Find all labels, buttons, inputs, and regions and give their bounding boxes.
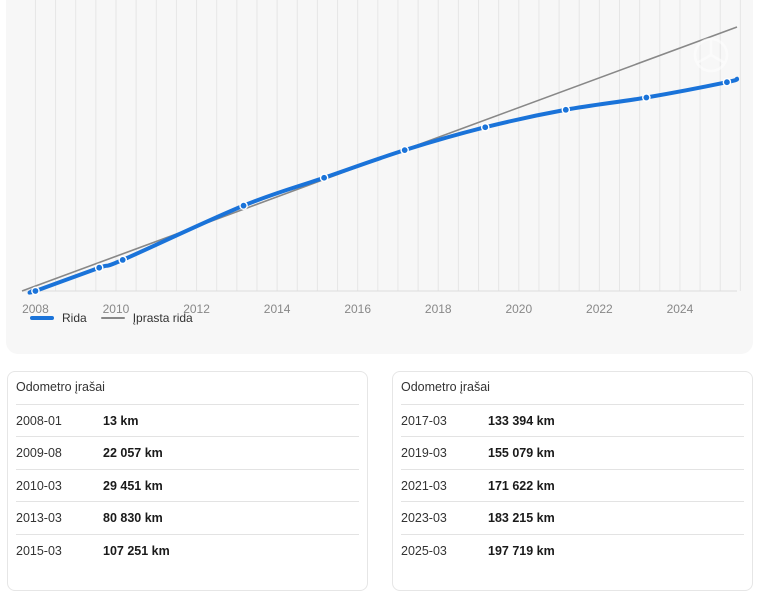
x-tick-label: 2012 — [183, 302, 210, 316]
legend-item-mileage[interactable]: Rida — [30, 311, 87, 325]
x-tick-label: 2022 — [586, 302, 613, 316]
x-tick-label: 2020 — [505, 302, 532, 316]
data-point — [319, 173, 329, 183]
chart-legend: Rida Įprasta rida — [30, 310, 207, 326]
odometer-records-table-left: Odometro įrašai 2008-01 13 km 2009-08 22… — [7, 371, 368, 591]
legend-label-typical: Įprasta rida — [132, 311, 193, 325]
data-point — [118, 255, 128, 265]
legend-swatch-mileage — [30, 316, 54, 320]
record-date: 2009-08 — [16, 446, 62, 460]
record-mileage: 155 079 km — [488, 446, 555, 460]
data-point — [31, 286, 40, 296]
data-point — [94, 263, 104, 273]
mileage-chart: 2008 2010 2012 2014 2016 2018 2020 2022 2024 — [21, 0, 741, 316]
record-date: 2023-03 — [401, 511, 447, 525]
x-tick-label: 2018 — [425, 302, 452, 316]
data-point — [239, 201, 248, 210]
table-row: 2023-03 183 215 km — [401, 501, 744, 534]
record-mileage: 29 451 km — [103, 479, 163, 493]
table-title: Odometro įrašai — [401, 380, 490, 394]
legend-label-mileage: Rida — [62, 311, 87, 325]
record-mileage: 80 830 km — [103, 511, 163, 525]
data-point — [400, 145, 409, 155]
data-point — [561, 105, 571, 115]
record-date: 2008-01 — [16, 414, 62, 428]
legend-swatch-typical — [100, 317, 125, 319]
table-row: 2008-01 13 km — [16, 404, 359, 437]
record-mileage: 197 719 km — [488, 544, 555, 558]
table-row: 2013-03 80 830 km — [16, 501, 359, 534]
x-tick-label: 2024 — [667, 302, 694, 316]
table-row: 2019-03 155 079 km — [401, 436, 744, 469]
record-date: 2025-03 — [401, 544, 447, 558]
record-mileage: 13 km — [103, 414, 139, 428]
x-tick-label: 2016 — [344, 302, 371, 316]
table-row: 2017-03 133 394 km — [401, 404, 744, 437]
data-point — [642, 93, 651, 102]
table-title: Odometro įrašai — [16, 380, 105, 394]
table-row: 2009-08 22 057 km — [16, 436, 359, 469]
record-date: 2010-03 — [16, 479, 62, 493]
table-row: 2010-03 29 451 km — [16, 469, 359, 502]
record-date: 2013-03 — [16, 511, 62, 525]
record-mileage: 171 622 km — [488, 479, 555, 493]
record-mileage: 133 394 km — [488, 414, 555, 428]
odometer-records-table-right: Odometro įrašai 2017-03 133 394 km 2019-… — [392, 371, 753, 591]
record-date: 2015-03 — [16, 544, 62, 558]
data-point — [480, 122, 490, 132]
record-mileage: 183 215 km — [488, 511, 555, 525]
table-row: 2021-03 171 622 km — [401, 469, 744, 502]
record-mileage: 107 251 km — [103, 544, 170, 558]
x-tick-label: 2010 — [103, 302, 130, 316]
x-tick-label: 2008 — [22, 302, 49, 316]
legend-item-typical[interactable]: Įprasta rida — [100, 311, 193, 325]
record-date: 2021-03 — [401, 479, 447, 493]
record-date: 2019-03 — [401, 446, 447, 460]
steering-wheel-watermark-icon — [693, 37, 729, 73]
mileage-chart-card: 2008 2010 2012 2014 2016 2018 2020 2022 2024 Rid… — [6, 0, 753, 354]
table-row: 2025-03 197 719 km — [401, 534, 744, 567]
record-date: 2017-03 — [401, 414, 447, 428]
data-point — [722, 77, 732, 87]
record-mileage: 22 057 km — [103, 446, 163, 460]
table-row: 2015-03 107 251 km — [16, 534, 359, 567]
x-tick-label: 2014 — [264, 302, 291, 316]
